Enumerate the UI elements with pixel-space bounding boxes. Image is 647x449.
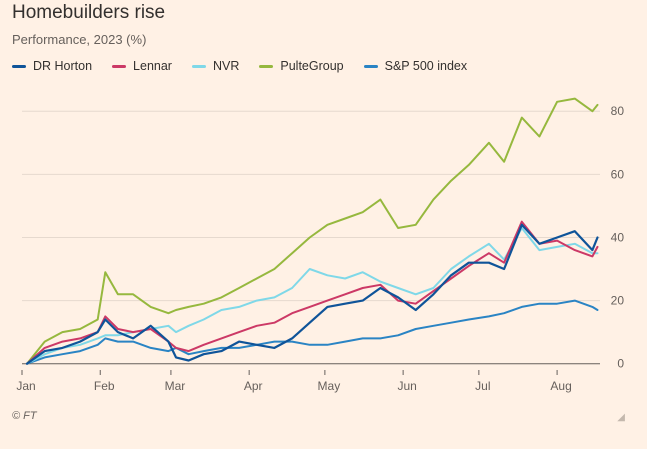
y-tick-label: 80 bbox=[611, 104, 625, 118]
resize-handle-icon: ◢ bbox=[617, 412, 625, 423]
series-line-lennar bbox=[26, 220, 599, 365]
x-tick-label: Apr bbox=[244, 379, 263, 393]
legend-item: Lennar bbox=[112, 59, 172, 73]
source-credit: © FT bbox=[12, 410, 37, 422]
legend-swatch bbox=[112, 64, 127, 68]
legend-swatch bbox=[363, 64, 378, 68]
x-tick-label: Jul bbox=[475, 379, 490, 393]
chart-title: Homebuilders rise bbox=[12, 2, 166, 23]
legend-swatch bbox=[12, 64, 26, 68]
chart-subtitle: Performance, 2023 (%) bbox=[12, 32, 147, 47]
x-tick-label: Jun bbox=[397, 379, 416, 393]
series-line-dr-horton bbox=[25, 223, 599, 365]
line-chart: 0 20 40 60 80 Jan Feb Mar Apr May Jun Jul Aug bbox=[16, 97, 625, 393]
legend-label: NVR bbox=[212, 59, 240, 73]
legend-item: DR Horton bbox=[12, 59, 92, 73]
series-line-s-p-500-index bbox=[26, 299, 599, 365]
legend-item: S&P 500 index bbox=[363, 59, 468, 73]
y-tick-label: 20 bbox=[611, 294, 625, 308]
legend-label: Lennar bbox=[133, 59, 172, 73]
legend-item: NVR bbox=[191, 59, 240, 73]
legend-label: S&P 500 index bbox=[384, 59, 468, 73]
y-tick-label: 60 bbox=[611, 167, 625, 181]
x-tick-label: Feb bbox=[94, 379, 115, 393]
x-tick-label: May bbox=[318, 379, 341, 393]
legend-label: PulteGroup bbox=[280, 59, 344, 73]
chart-legend: DR Horton Lennar NVR PulteGroup S&P 500 inde… bbox=[12, 59, 487, 73]
series-line-pultegroup bbox=[26, 97, 599, 365]
x-tick-label: Aug bbox=[550, 379, 571, 393]
legend-swatch bbox=[259, 64, 274, 68]
y-tick-label: 40 bbox=[611, 230, 625, 244]
y-tick-label: 0 bbox=[617, 357, 624, 371]
x-tick-label: Mar bbox=[165, 379, 186, 393]
x-tick-label: Jan bbox=[16, 379, 35, 393]
legend-item: PulteGroup bbox=[259, 59, 344, 73]
legend-label: DR Horton bbox=[33, 59, 93, 73]
legend-swatch bbox=[191, 64, 206, 68]
